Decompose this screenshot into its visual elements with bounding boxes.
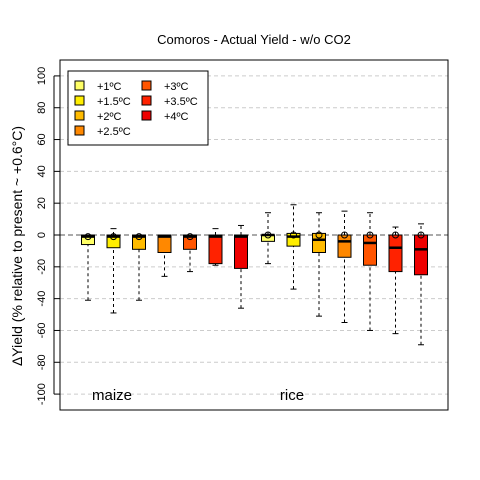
legend-swatch (141, 80, 152, 91)
group-labels: maize rice (92, 387, 304, 404)
y-tick-label: 0 (36, 232, 48, 238)
box-iqr (414, 234, 428, 276)
y-tick-label: -20 (36, 259, 48, 275)
mean-marker (84, 233, 92, 241)
mean-marker (392, 231, 399, 239)
legend-swatch (74, 125, 85, 136)
legend-label: +2.5ºC (97, 126, 131, 138)
group-label-maize: maize (92, 387, 132, 404)
box-iqr (234, 234, 248, 269)
legend-swatch (141, 95, 152, 106)
box-iqr (363, 234, 377, 266)
box-iqr (388, 234, 403, 273)
box-maize-3 (157, 234, 172, 277)
box-maize-1 (106, 228, 121, 314)
legend-label: +3ºC (164, 81, 189, 93)
mean-marker (341, 231, 348, 239)
box-rice-2 (312, 212, 326, 317)
legend-label: +1ºC (97, 81, 122, 93)
y-tick-label: 100 (36, 67, 48, 85)
box-iqr (106, 234, 121, 249)
y-tick-label: -60 (36, 323, 48, 339)
legend-box (67, 70, 209, 146)
box-iqr (208, 234, 223, 265)
mean-marker (110, 233, 117, 241)
plot-frame (59, 59, 449, 411)
mean-marker (135, 233, 143, 241)
mean-marker (366, 231, 374, 239)
legend-swatch (141, 110, 152, 121)
legend-label: +2ºC (97, 111, 122, 123)
y-axis: -100 -80 -60 -40 -20 0 20 40 60 80 100 (36, 67, 60, 405)
legend-label: +4ºC (164, 111, 189, 123)
box-rice-4 (363, 212, 377, 331)
legend: +1ºC +1.5ºC +2ºC +2.5ºC +3ºC +3.5ºC +4ºC (67, 70, 209, 146)
box-maize-4 (183, 233, 197, 273)
box-iqr (132, 234, 146, 250)
mean-marker (264, 231, 272, 239)
y-tick-label: 20 (36, 197, 48, 209)
box-maize-0 (81, 233, 95, 301)
box-rice-3 (337, 210, 352, 323)
box-maize-5 (208, 228, 223, 266)
box-iqr (157, 234, 172, 253)
box-iqr (312, 232, 326, 253)
box-iqr (183, 234, 197, 250)
box-maize-2 (132, 233, 146, 301)
y-tick-label: -100 (36, 383, 48, 405)
chart-title: Comoros - Actual Yield - w/o CO2 (157, 32, 351, 47)
legend-label: +1.5ºC (97, 96, 131, 108)
box-iqr (286, 232, 301, 247)
group-label-rice: rice (280, 387, 304, 404)
y-axis-label: ΔYield (% relative to present ~ +0.6°C) (9, 126, 25, 366)
mean-marker (290, 231, 297, 239)
y-tick-label: -40 (36, 291, 48, 307)
y-tick-label: 80 (36, 102, 48, 114)
box-rice-1 (286, 204, 301, 290)
legend-swatch (74, 80, 85, 91)
legend-label: +3.5ºC (164, 96, 198, 108)
box-maize-6 (234, 224, 248, 309)
mean-marker (186, 233, 194, 241)
box-rice-6 (414, 223, 428, 346)
box-plots (81, 204, 428, 346)
mean-marker (417, 231, 425, 239)
mean-marker (315, 231, 323, 239)
box-rice-0 (261, 212, 275, 265)
y-tick-label: 40 (36, 165, 48, 177)
y-tick-label: 60 (36, 133, 48, 145)
legend-swatch (74, 95, 85, 106)
legend-swatch (74, 110, 85, 121)
y-tick-label: -80 (36, 354, 48, 370)
box-rice-5 (388, 226, 403, 335)
